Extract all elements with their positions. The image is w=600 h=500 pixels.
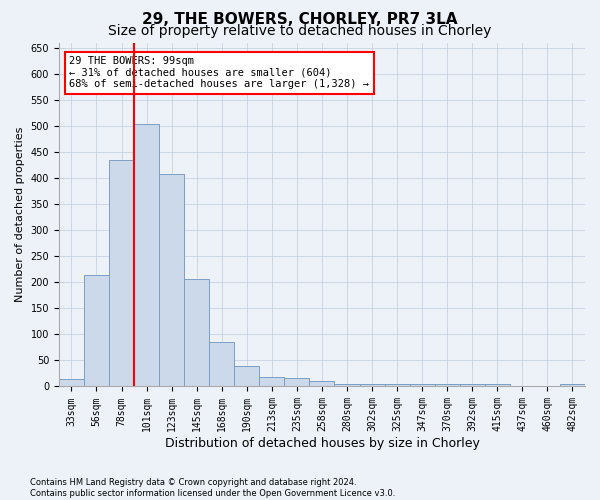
Bar [259,377,284,386]
Bar [159,174,184,386]
Bar [310,382,334,386]
Bar [334,384,359,386]
Bar [184,278,209,386]
Text: Contains HM Land Registry data © Crown copyright and database right 2024.
Contai: Contains HM Land Registry data © Crown c… [30,478,395,498]
Text: 29, THE BOWERS, CHORLEY, PR7 3LA: 29, THE BOWERS, CHORLEY, PR7 3LA [142,12,458,28]
Bar [460,384,485,386]
Bar [234,366,259,386]
Bar [359,384,385,386]
Y-axis label: Number of detached properties: Number of detached properties [15,127,25,302]
Bar [59,378,84,386]
X-axis label: Distribution of detached houses by size in Chorley: Distribution of detached houses by size … [164,437,479,450]
Bar [485,384,510,386]
Bar [134,124,159,386]
Bar [109,160,134,386]
Text: Size of property relative to detached houses in Chorley: Size of property relative to detached ho… [109,24,491,38]
Bar [410,384,434,386]
Bar [434,384,460,386]
Bar [84,276,109,386]
Bar [560,384,585,386]
Bar [385,384,410,386]
Bar [209,342,234,386]
Text: 29 THE BOWERS: 99sqm
← 31% of detached houses are smaller (604)
68% of semi-deta: 29 THE BOWERS: 99sqm ← 31% of detached h… [70,56,370,90]
Bar [284,378,310,386]
